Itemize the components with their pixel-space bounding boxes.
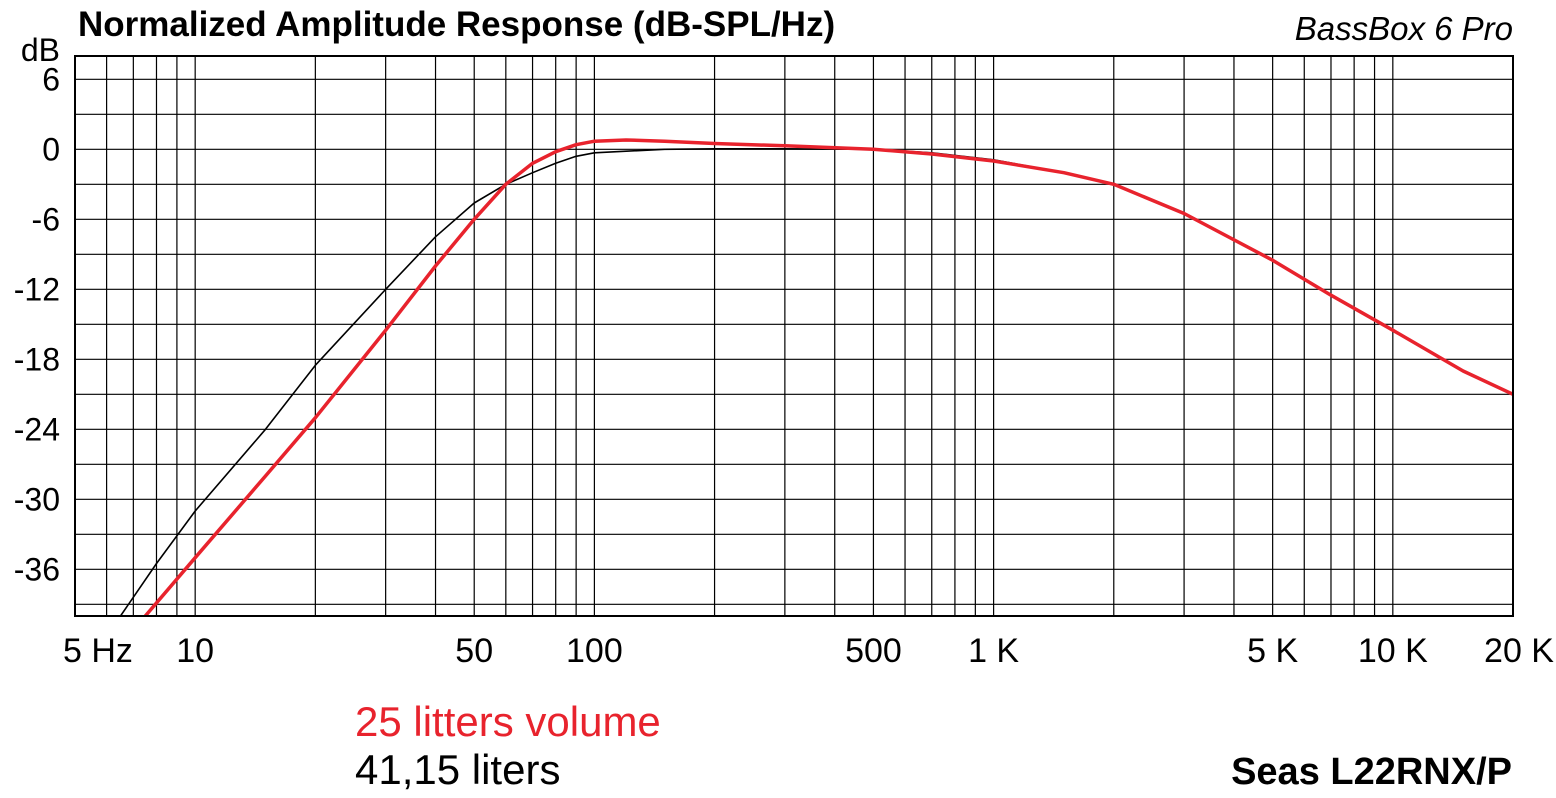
legend-entry-41-liters: 41,15 liters: [355, 746, 560, 793]
y-tick-label: dB: [21, 32, 60, 68]
y-tick-labels: dB6 0 -6 -12 -18 -24 -30 -36: [14, 32, 60, 587]
x-tick-label: 10: [176, 632, 214, 670]
y-tick-label: -30: [14, 481, 60, 517]
y-tick-label: -24: [14, 411, 60, 447]
x-tick-label: 1 K: [968, 632, 1019, 670]
y-tick-label: -36: [14, 551, 60, 587]
x-tick-label: 100: [566, 632, 623, 670]
y-tick-label: 6: [42, 61, 60, 97]
y-tick-label: -6: [32, 201, 60, 237]
series-25-liters-curve: [143, 138, 1513, 616]
plot-frame: [74, 55, 1514, 617]
chart-title: Normalized Amplitude Response (dB-SPL/Hz…: [78, 5, 835, 44]
response-curves: [119, 138, 1513, 616]
x-tick-labels: 5 Hz 10 50 100 500 1 K 5 K 10 K 20 K: [63, 632, 1554, 670]
y-tick-label: -18: [14, 341, 60, 377]
y-tick-label: -12: [14, 271, 60, 307]
x-tick-label: 500: [845, 632, 902, 670]
x-tick-label: 5 Hz: [63, 632, 133, 670]
x-tick-label: 10 K: [1358, 632, 1428, 670]
grid: [74, 56, 1514, 616]
legend-entry-25-liters: 25 litters volume: [355, 698, 661, 745]
y-tick-label: 0: [42, 131, 60, 167]
x-tick-label: 5 K: [1247, 632, 1298, 670]
x-tick-label: 50: [455, 632, 493, 670]
driver-model: Seas L22RNX/P: [1231, 751, 1512, 793]
software-watermark: BassBox 6 Pro: [1295, 10, 1513, 47]
x-tick-label: 20 K: [1484, 632, 1554, 670]
